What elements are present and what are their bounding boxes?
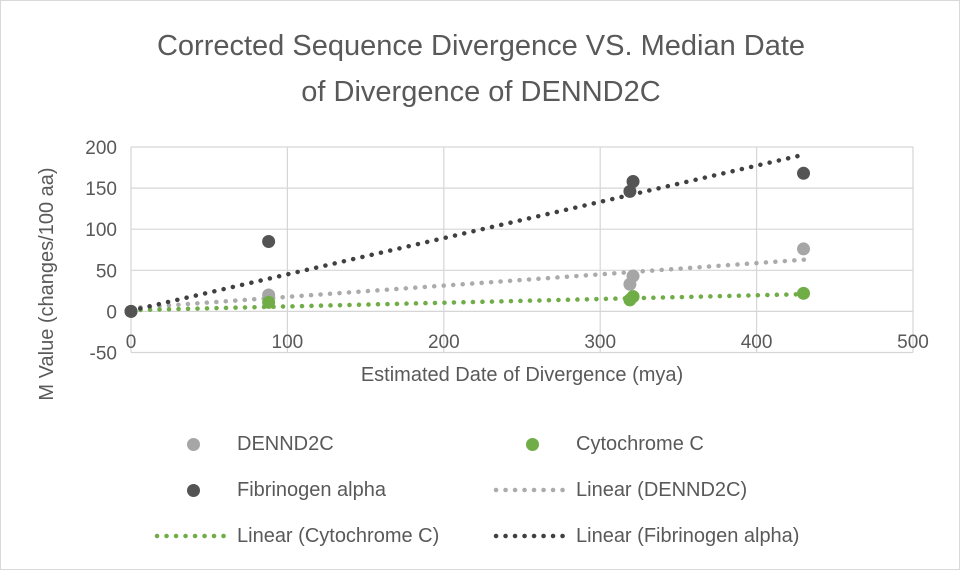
legend-label: DENND2C xyxy=(237,432,334,455)
legend-item-linear-dennd2c: Linear (DENND2C) xyxy=(488,479,799,502)
chart-title-line1: Corrected Sequence Divergence VS. Median… xyxy=(156,30,806,62)
legend-item-dennd2c: DENND2C xyxy=(149,433,488,456)
linear-cytochrome-c-marker-icon xyxy=(149,532,237,540)
legend-item-linear-fibrinogen-alpha: Linear (Fibrinogen alpha) xyxy=(488,525,799,548)
point-dennd2c xyxy=(626,269,640,283)
point-fibrinogen-alpha xyxy=(797,166,811,180)
point-fibrinogen-alpha xyxy=(262,235,276,249)
y-tick-label: -50 xyxy=(90,344,117,365)
trendline-linear-cytochrome-c xyxy=(128,291,808,313)
legend-label: Linear (Cytochrome C) xyxy=(237,524,440,547)
x-axis-title: Estimated Date of Divergence (mya) xyxy=(360,364,684,386)
legend-item-cytochrome-c: Cytochrome C xyxy=(488,433,799,456)
point-fibrinogen-alpha xyxy=(124,304,138,318)
legend-item-fibrinogen-alpha: Fibrinogen alpha xyxy=(149,479,488,502)
legend: DENND2C Cytochrome C Fibrinogen alpha Li… xyxy=(149,421,799,559)
y-tick-label: 200 xyxy=(85,138,117,159)
point-cytochrome-c xyxy=(626,290,640,304)
chart-title-line2: of Divergence of DENND2C xyxy=(301,76,661,108)
chart-title: Corrected Sequence Divergence VS. Median… xyxy=(1,23,959,115)
y-tick-label: 100 xyxy=(85,220,117,241)
legend-label: Fibrinogen alpha xyxy=(237,478,386,501)
y-tick-label: 0 xyxy=(106,302,117,323)
legend-label: Linear (DENND2C) xyxy=(576,478,748,501)
linear-dennd2c-marker-icon xyxy=(488,486,576,494)
x-tick-label: 300 xyxy=(584,332,616,353)
dennd2c-marker-icon xyxy=(149,437,237,451)
point-fibrinogen-alpha xyxy=(623,184,637,198)
point-cytochrome-c xyxy=(262,295,276,309)
cytochrome-c-marker-icon xyxy=(488,437,576,451)
fibrinogen-alpha-marker-icon xyxy=(149,483,237,497)
x-tick-label: 500 xyxy=(897,332,929,353)
x-tick-label: 400 xyxy=(741,332,773,353)
trendline-linear-fibrinogen-alpha xyxy=(128,152,808,313)
legend-item-linear-cytochrome-c: Linear (Cytochrome C) xyxy=(149,525,488,548)
point-fibrinogen-alpha xyxy=(626,175,640,189)
y-tick-label: 150 xyxy=(85,179,117,200)
x-tick-label: 200 xyxy=(428,332,460,353)
point-cytochrome-c xyxy=(797,286,811,300)
linear-fibrinogen-alpha-marker-icon xyxy=(488,532,576,540)
y-tick-label: 50 xyxy=(96,261,117,282)
legend-label: Cytochrome C xyxy=(576,432,704,455)
point-dennd2c xyxy=(797,242,811,256)
trendline-linear-dennd2c xyxy=(128,257,808,311)
x-tick-label: 0 xyxy=(126,332,137,353)
legend-label: Linear (Fibrinogen alpha) xyxy=(576,524,800,547)
x-tick-label: 100 xyxy=(272,332,304,353)
